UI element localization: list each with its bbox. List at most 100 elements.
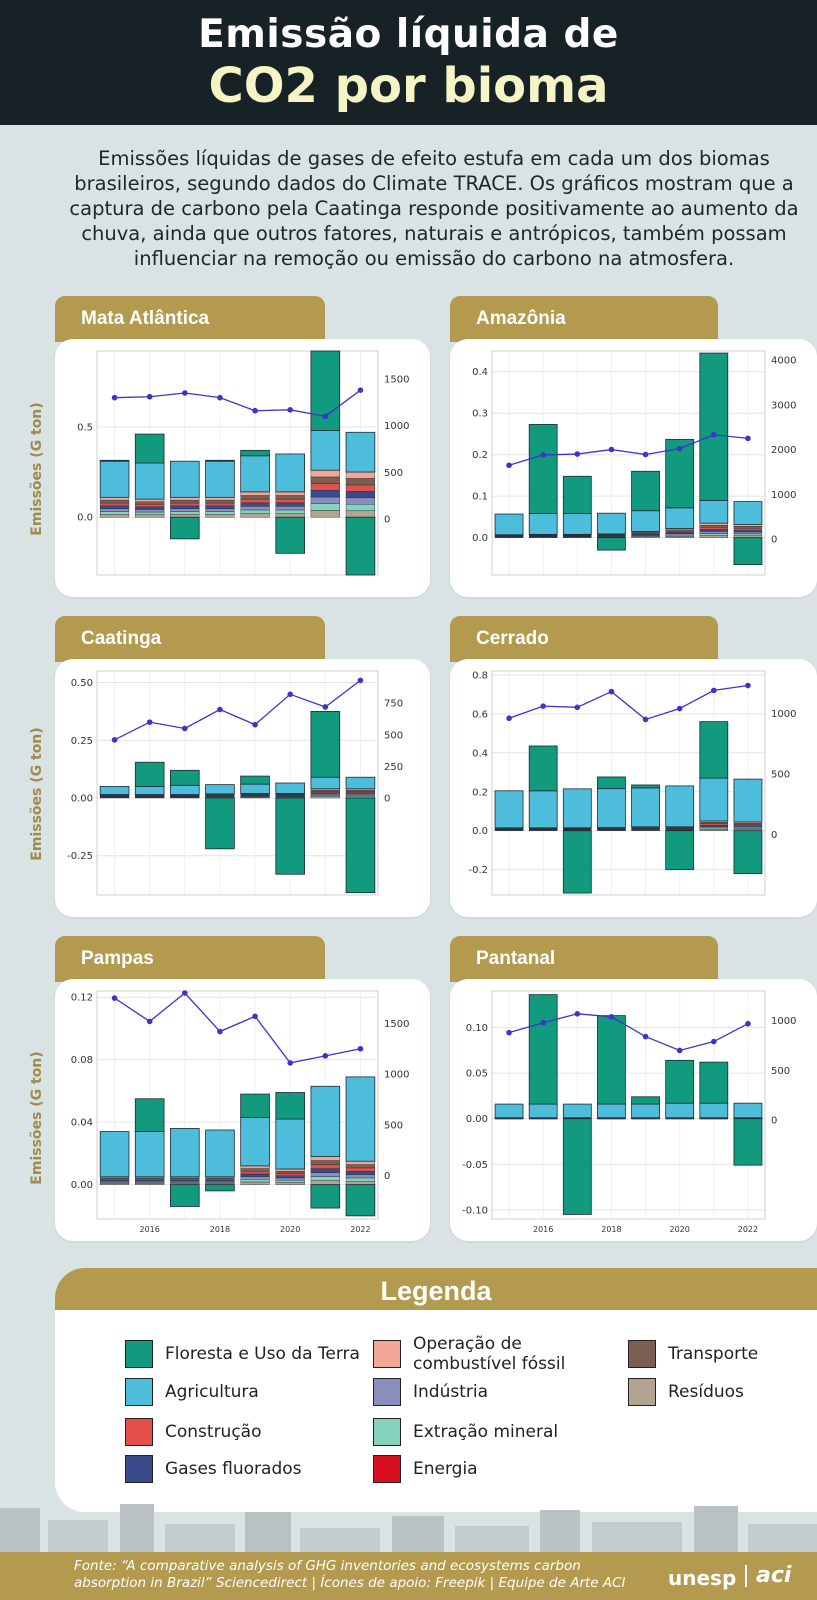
- legend-swatch: [125, 1378, 153, 1406]
- bar-segment: [631, 470, 660, 512]
- y2-tick-label: 0: [771, 535, 777, 546]
- line-point: [322, 413, 329, 420]
- bar-segment: [170, 769, 200, 786]
- bar-group: [275, 453, 305, 554]
- bar-segment: [170, 514, 200, 518]
- bar-segment: [275, 516, 305, 554]
- legend-swatch: [628, 1340, 656, 1368]
- bar-segment: [733, 1102, 763, 1119]
- bar-segment: [310, 510, 340, 518]
- y2-tick-label: 750: [384, 699, 403, 710]
- bar-segment: [345, 1174, 376, 1179]
- y-tick-label: 0.25: [71, 736, 93, 747]
- legend-item-mineral: Extração mineral: [373, 1418, 558, 1446]
- legend-item-residuos: Resíduos: [628, 1378, 744, 1406]
- bar-segment: [99, 514, 130, 518]
- bar-segment: [345, 1171, 376, 1175]
- line-point: [540, 452, 546, 458]
- bar-group: [345, 1076, 376, 1217]
- line-point: [146, 719, 153, 725]
- y-tick-label: 0.50: [71, 678, 93, 689]
- legend-item-construcao: Construção: [125, 1418, 262, 1446]
- y2-tick-label: 2000: [771, 445, 796, 456]
- bar-segment: [631, 787, 660, 828]
- bar-group: [275, 782, 305, 875]
- bar-segment: [345, 1167, 376, 1172]
- bar-segment: [494, 790, 524, 829]
- bar-segment: [733, 501, 763, 525]
- y2-tick-label: 1500: [384, 375, 409, 386]
- chart-card-amazonia: 0.0 0.1 0.2 0.3 0.4 0 1000 2000 3000 4000: [450, 339, 817, 597]
- bar-segment: [310, 1164, 340, 1169]
- bar-segment: [205, 797, 235, 850]
- legend-item-agricultura: Agricultura: [125, 1378, 259, 1406]
- bar-segment: [699, 533, 729, 536]
- legend-label: Agricultura: [165, 1382, 259, 1402]
- bar-segment: [275, 506, 305, 511]
- bar-group: [665, 438, 695, 538]
- bar-segment: [631, 1103, 660, 1119]
- line-point: [111, 394, 118, 401]
- bar-segment: [733, 527, 763, 531]
- y-tick-label: 0.00: [71, 1180, 93, 1191]
- bar-segment: [170, 460, 200, 498]
- bar-segment: [170, 502, 200, 507]
- bar-group: [205, 1129, 235, 1192]
- bar-segment: [135, 504, 165, 508]
- bar-segment: [699, 352, 729, 501]
- bar-segment: [345, 484, 376, 492]
- bar-segment: [275, 797, 305, 875]
- bar-segment: [310, 1172, 340, 1177]
- bar-group: [345, 431, 376, 576]
- bar-segment: [345, 431, 376, 473]
- legend-label: Gases fluorados: [165, 1459, 302, 1479]
- bar-segment: [205, 460, 235, 498]
- legend-item-gases: Gases fluorados: [125, 1455, 302, 1483]
- line-point: [506, 462, 512, 469]
- bar-segment: [699, 535, 729, 538]
- line-point: [642, 1033, 649, 1040]
- bar-segment: [345, 1184, 376, 1217]
- bar-group: [494, 1103, 524, 1120]
- bar-segment: [631, 510, 660, 532]
- bar-segment: [240, 775, 270, 785]
- bar-segment: [99, 499, 130, 504]
- bar-segment: [275, 453, 305, 493]
- bar-group: [99, 786, 130, 799]
- bar-segment: [528, 424, 558, 515]
- legend-swatch: [628, 1378, 656, 1406]
- bar-segment: [205, 502, 235, 507]
- bar-segment: [275, 1177, 305, 1181]
- bar-segment: [310, 1180, 340, 1185]
- bar-segment: [275, 1171, 305, 1174]
- chart-title: Caatinga: [81, 628, 162, 649]
- bar-segment: [240, 1181, 270, 1185]
- y-tick-label: 0.0: [472, 533, 488, 544]
- bar-segment: [134, 1131, 165, 1178]
- chart-card-cerrado: -0.2 0.0 0.2 0.4 0.6 0.8 0 500 1000: [450, 659, 817, 917]
- bar-segment: [240, 513, 270, 518]
- bar-segment: [240, 1117, 270, 1167]
- line-point: [322, 1053, 329, 1059]
- bar-segment: [733, 533, 763, 536]
- line-point: [182, 390, 188, 396]
- bar-group: [99, 1131, 130, 1185]
- y-tick-label: 0.0: [77, 513, 93, 524]
- y-axis-label: Emissões (G ton): [29, 1051, 45, 1185]
- bar-segment: [275, 502, 305, 507]
- bar-segment: [733, 1118, 763, 1166]
- legend-item-floresta: Floresta e Uso da Terra: [125, 1340, 360, 1368]
- line-point: [608, 446, 615, 453]
- bar-segment: [275, 495, 305, 500]
- legend-item-combustivel: Operação de combustível fóssil: [373, 1334, 603, 1374]
- bar-segment: [597, 776, 626, 790]
- bar-segment: [240, 509, 270, 514]
- bar-segment: [528, 513, 558, 535]
- legend-swatch: [373, 1378, 401, 1406]
- bar-segment: [134, 1098, 165, 1132]
- line-point: [111, 737, 118, 743]
- bar-segment: [733, 531, 763, 535]
- bar-segment: [240, 1179, 270, 1183]
- line-point: [182, 725, 188, 732]
- bar-group: [240, 449, 270, 518]
